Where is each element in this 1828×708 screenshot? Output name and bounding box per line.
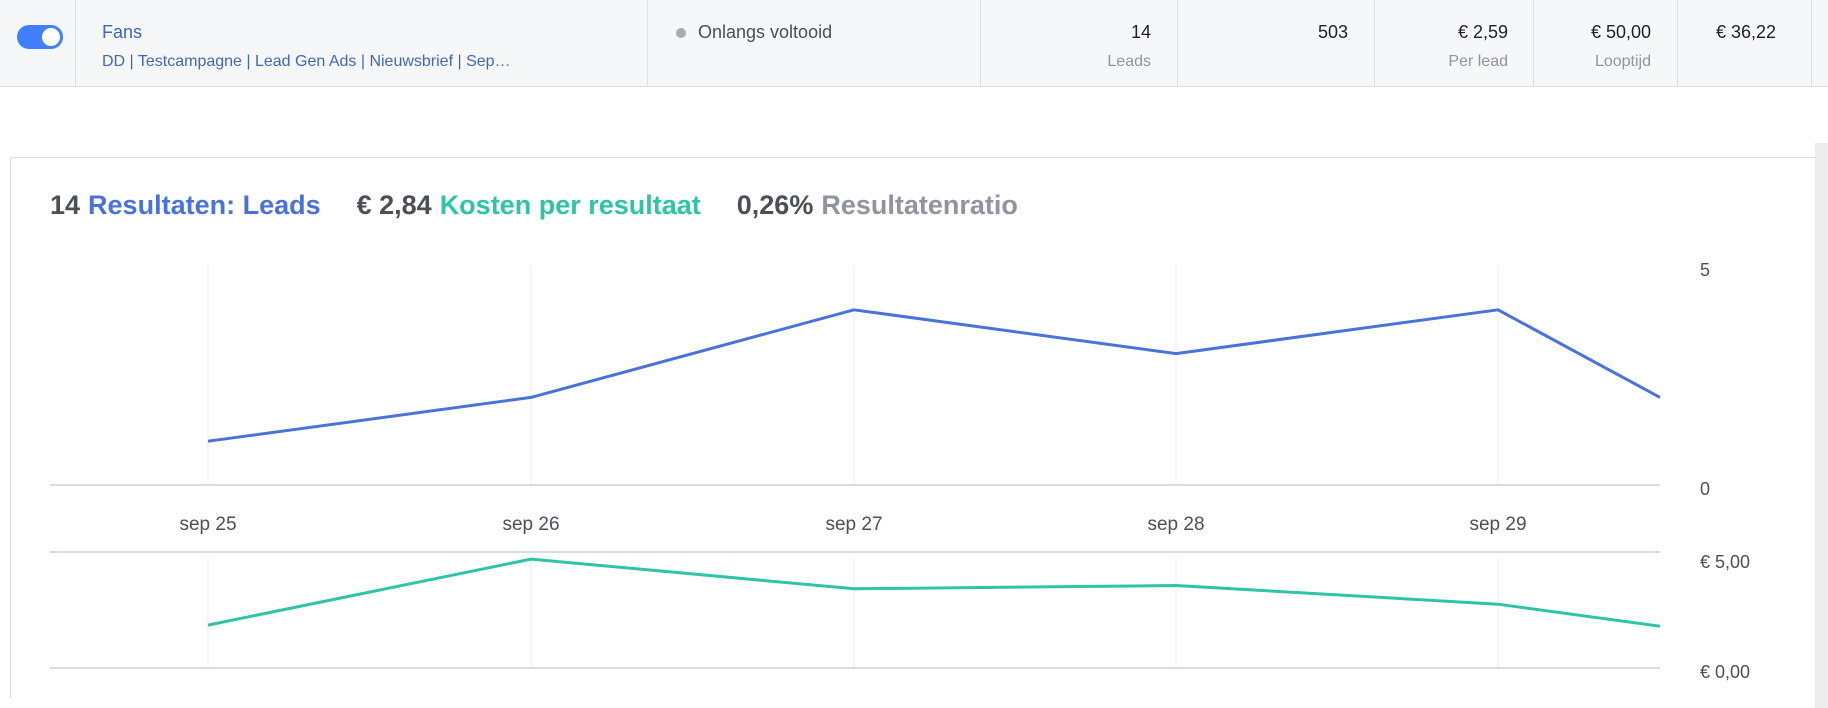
amount-spent-value: € 36,22 <box>1715 22 1776 42</box>
series-line-cost <box>207 557 1661 628</box>
budget-label: Looptijd <box>1594 53 1651 70</box>
series-line-leads <box>207 308 1661 443</box>
cost-summary-label[interactable]: Kosten per resultaat <box>439 190 701 220</box>
column-divider <box>1811 0 1812 86</box>
results-label: Leads <box>1107 53 1151 70</box>
cost-summary-value: € 2,84 <box>356 190 432 220</box>
column-divider <box>647 0 648 86</box>
column-divider <box>1374 0 1375 86</box>
budget-value: € 50,00 <box>1590 22 1651 42</box>
x-tick-label: sep 27 <box>825 514 882 535</box>
toggle-knob <box>42 28 60 46</box>
delivery-status: Onlangs voltooid <box>698 22 833 42</box>
x-tick-label: sep 29 <box>1469 514 1526 535</box>
column-divider <box>1677 0 1678 86</box>
cost-per-result-value: € 2,59 <box>1457 22 1508 42</box>
x-tick-label: sep 25 <box>179 514 236 535</box>
ratio-summary-value: 0,26% <box>736 190 814 220</box>
summary-metrics: 14 Resultaten: Leads € 2,84 Kosten per resu… <box>50 190 1018 221</box>
ratio-summary-label[interactable]: Resultatenratio <box>821 190 1018 220</box>
results-summary-label[interactable]: Resultaten: Leads <box>88 190 321 220</box>
results-value: 14 <box>1130 22 1151 42</box>
column-divider <box>75 0 76 86</box>
column-divider <box>1177 0 1178 86</box>
x-tick-label: sep 26 <box>502 514 559 535</box>
results-summary-value: 14 <box>50 190 81 220</box>
campaign-subtitle-link[interactable]: DD | Testcampagne | Lead Gen Ads | Nieuw… <box>102 53 511 70</box>
campaign-name-link[interactable]: Fans <box>102 22 143 42</box>
campaign-row[interactable]: Fans DD | Testcampagne | Lead Gen Ads | … <box>0 0 1828 87</box>
column-divider <box>980 0 981 86</box>
y-tick-label-min: € 0,00 <box>1700 662 1750 682</box>
delivery-status-cell: Onlangs voltooid <box>676 0 976 86</box>
y-tick-label-max: 5 <box>1700 260 1710 280</box>
reach-value: 503 <box>1317 22 1348 42</box>
panel-scrollbar[interactable] <box>1815 143 1828 708</box>
y-tick-label-max: € 5,00 <box>1700 552 1750 572</box>
status-dot-icon <box>676 28 686 38</box>
cost-per-result-label: Per lead <box>1448 53 1508 70</box>
campaign-name-cell: Fans DD | Testcampagne | Lead Gen Ads | … <box>102 0 647 86</box>
y-tick-label-min: 0 <box>1700 479 1710 499</box>
campaign-toggle[interactable] <box>17 25 63 49</box>
column-divider <box>1533 0 1534 86</box>
x-tick-label: sep 28 <box>1147 514 1204 535</box>
